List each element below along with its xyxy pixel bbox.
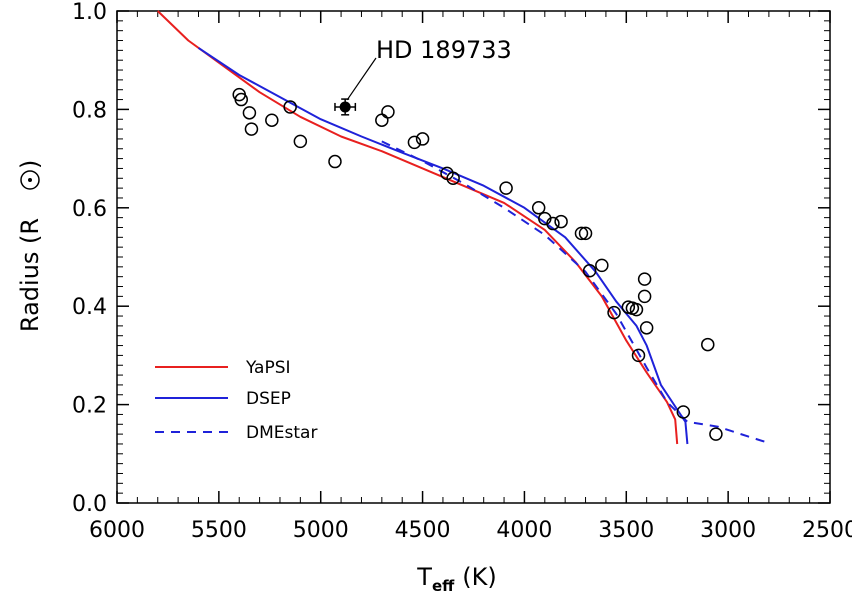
x-tick-label: 6000 — [89, 518, 145, 543]
tick-labels: 6000 5500 5000 4500 4000 3500 3000 2500 0.0 0.2 0.… — [72, 0, 852, 543]
x-tick-label: 5500 — [191, 518, 247, 543]
star-point — [244, 122, 259, 136]
x-tick-label: 4000 — [496, 518, 552, 543]
star-point — [578, 226, 593, 241]
star-point — [701, 337, 715, 352]
y-tick-label: 0.8 — [72, 98, 107, 123]
plot-frame — [116, 10, 831, 504]
star-point — [574, 226, 589, 241]
x-axis-title-sub: eff — [432, 577, 455, 591]
star-point — [328, 154, 342, 169]
highlight-label: HD 189733 — [376, 36, 512, 64]
star-point — [265, 113, 279, 127]
y-tick-label: 0.6 — [72, 197, 107, 222]
sun-symbol-ring — [20, 170, 40, 190]
x-tick-label: 3000 — [700, 518, 756, 543]
star-point — [546, 216, 560, 231]
star-point — [582, 264, 597, 278]
x-axis-title-unit: (K) — [462, 563, 496, 591]
legend-label-dmestar: DMEstar — [246, 423, 317, 443]
series-line-yapsi — [157, 10, 679, 445]
star-point — [415, 132, 430, 146]
y-tick-label: 0.0 — [72, 492, 107, 517]
legend: YaPSI DSEP DMEstar — [155, 358, 317, 443]
highlight-leader-line — [346, 57, 377, 101]
y-axis-title-main: Radius (R — [16, 218, 44, 332]
x-tick-label: 3500 — [598, 518, 654, 543]
star-point — [637, 272, 652, 286]
y-axis-title: Radius (R ) — [16, 160, 44, 332]
legend-label-dsep: DSEP — [246, 389, 291, 409]
x-tick-label: 5000 — [293, 518, 349, 543]
x-tick-label: 2500 — [802, 518, 852, 543]
star-point — [554, 214, 568, 229]
y-tick-label: 1.0 — [72, 0, 107, 25]
y-axis-title-close: ) — [16, 160, 44, 169]
series-line-dmestar — [381, 140, 770, 444]
y-tick-label: 0.2 — [72, 394, 107, 419]
highlight-star: HD 189733 — [334, 36, 512, 116]
star-point — [595, 258, 609, 273]
star-point — [375, 113, 389, 127]
star-point — [637, 289, 652, 304]
series-lines — [157, 10, 770, 445]
highlight-point — [339, 101, 351, 113]
axis-ticks — [116, 10, 831, 504]
series-line-dsep — [197, 47, 689, 445]
star-point — [283, 100, 297, 114]
star-point — [531, 201, 546, 215]
x-axis-title: Teff (K) — [416, 563, 496, 591]
star-point — [709, 427, 723, 441]
sun-symbol-dot — [28, 178, 32, 182]
star-point — [293, 134, 308, 149]
y-axis-title-text: Radius (R — [16, 218, 44, 332]
x-tick-label: 4500 — [395, 518, 451, 543]
x-axis-title-main: T — [416, 563, 432, 591]
star-point — [381, 105, 395, 119]
star-point — [629, 302, 644, 317]
star-point — [631, 348, 646, 363]
star-point — [407, 135, 422, 150]
observed-stars — [232, 87, 723, 441]
star-point — [234, 92, 249, 107]
star-point — [242, 106, 257, 120]
star-point — [639, 321, 654, 335]
star-point — [676, 405, 691, 419]
y-tick-label: 0.4 — [72, 295, 107, 320]
star-point — [446, 171, 460, 186]
star-point — [607, 305, 621, 320]
star-point — [499, 181, 513, 195]
legend-label-yapsi: YaPSI — [245, 358, 291, 378]
